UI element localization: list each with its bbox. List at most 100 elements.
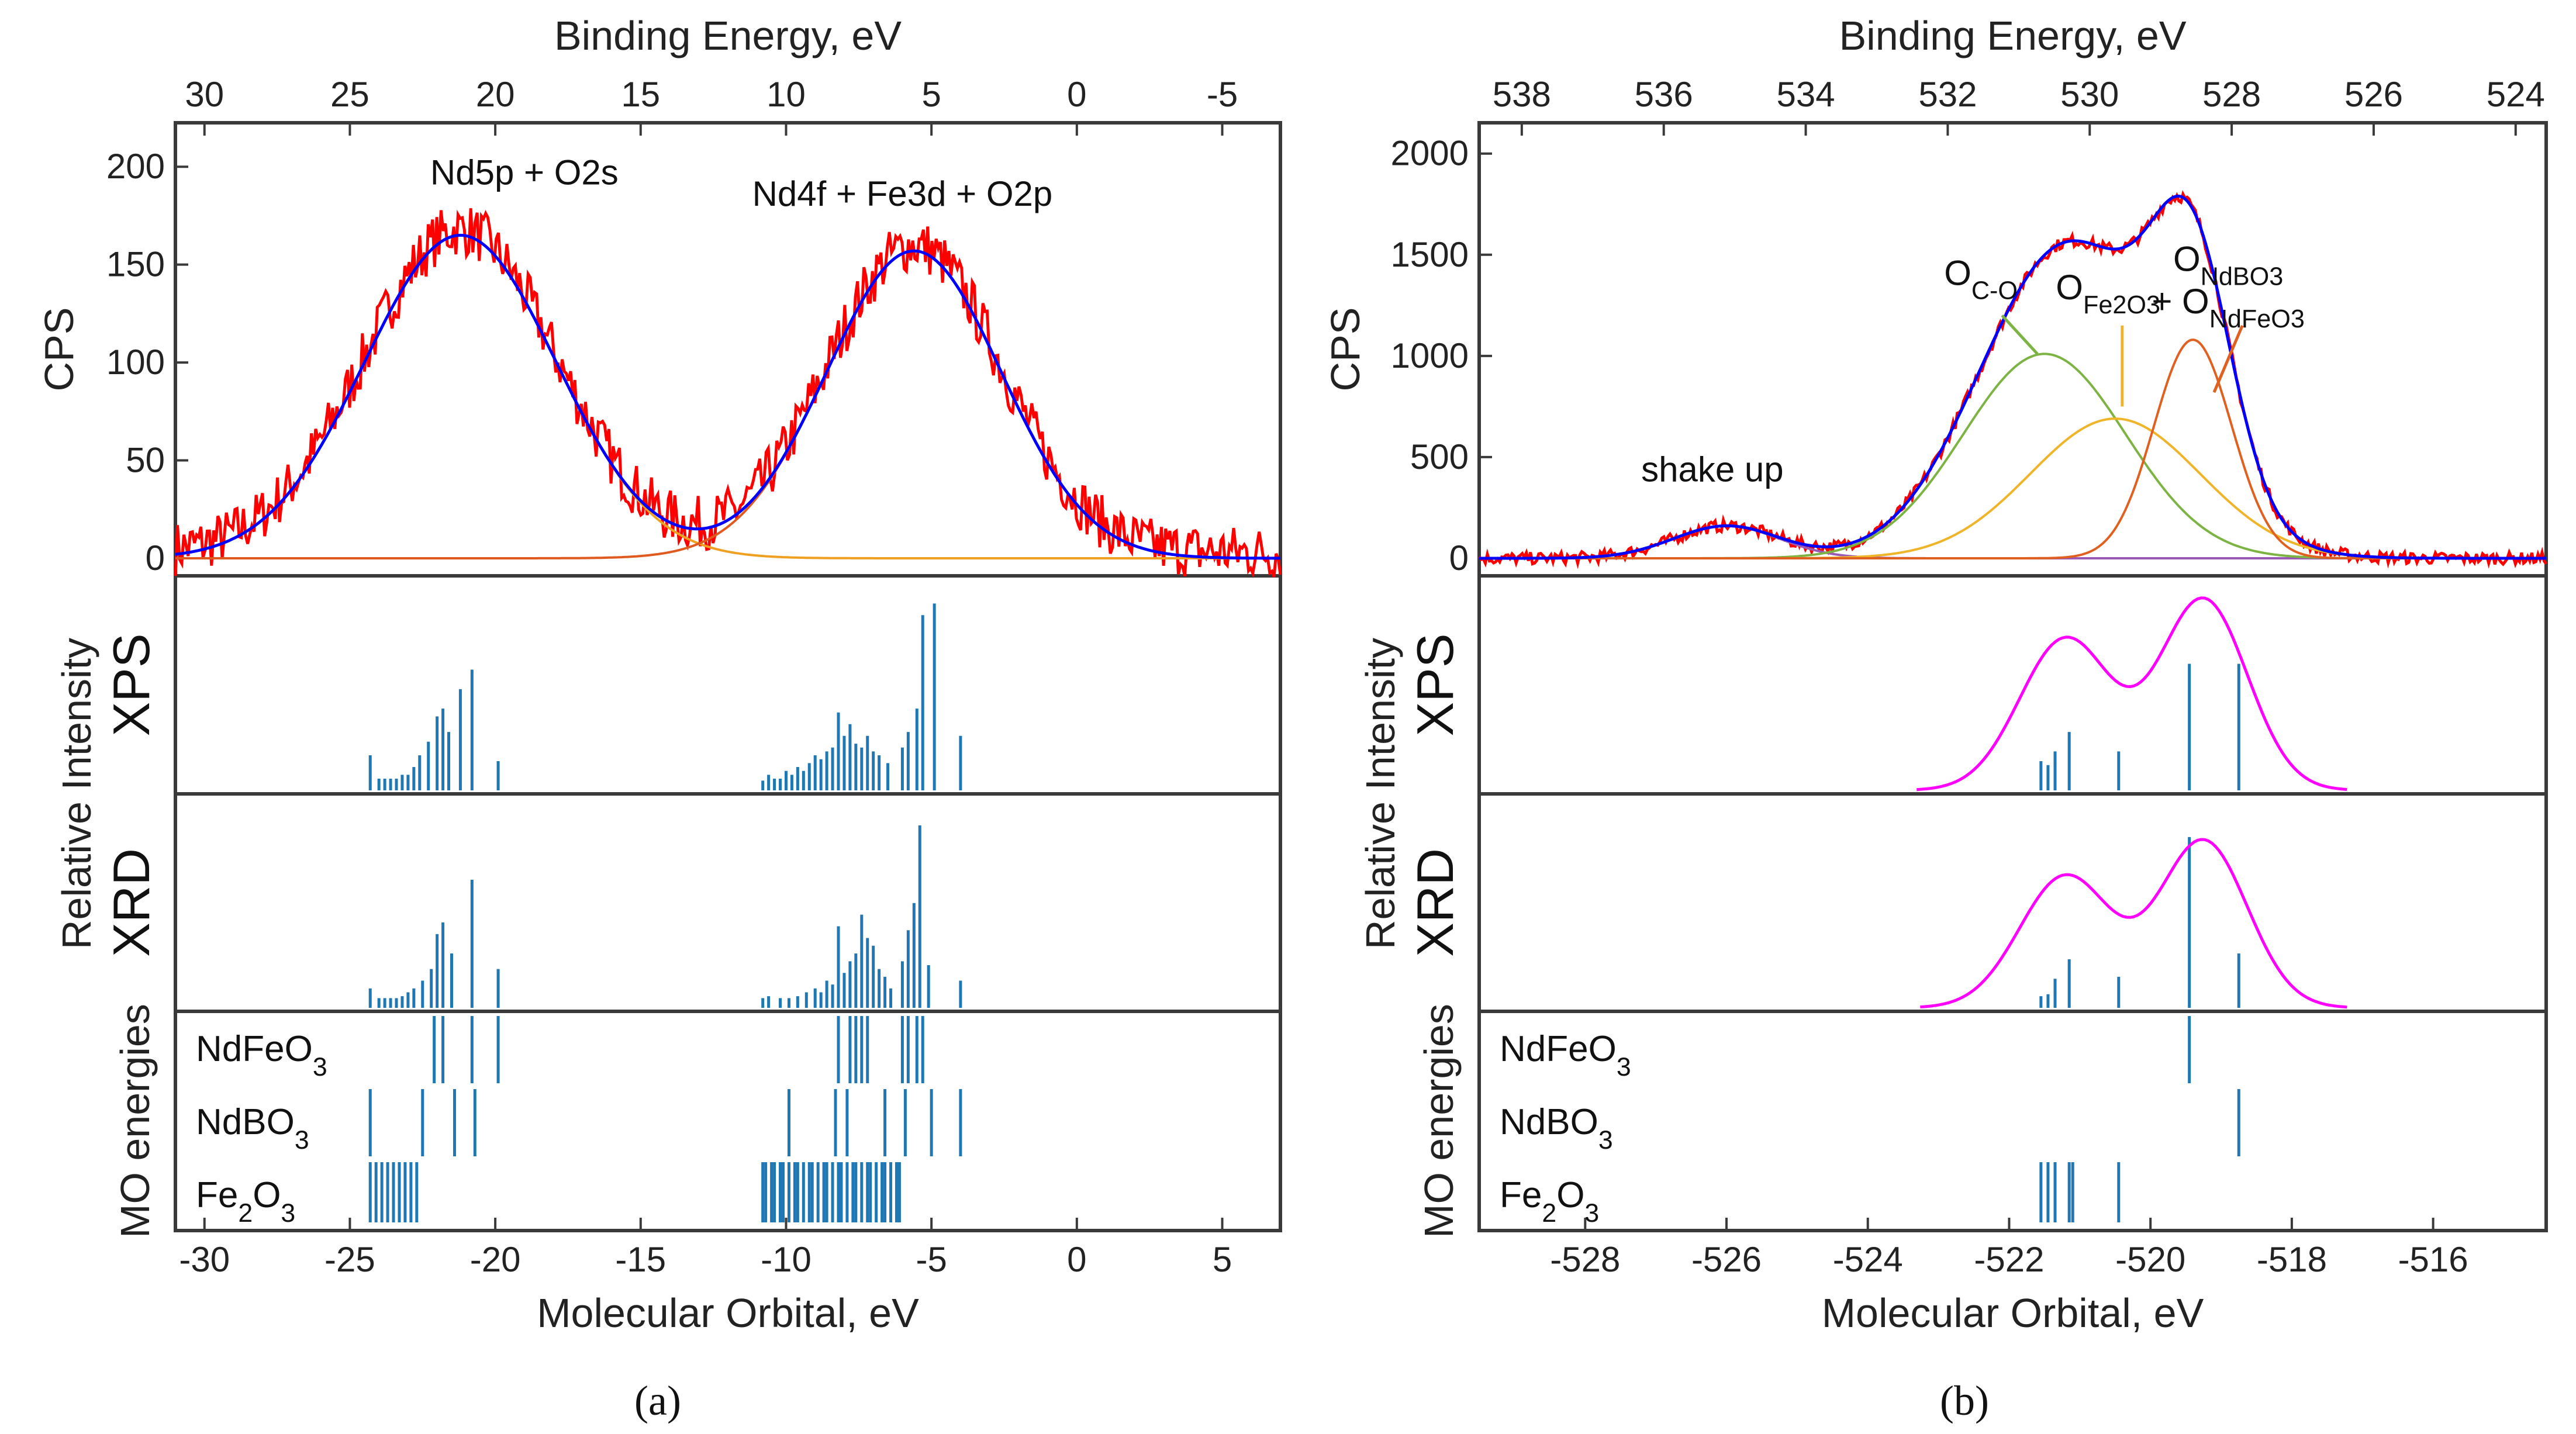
y-axis-title-cps: CPS	[1322, 307, 1368, 392]
mo-label-ndfeo3-main: NdFeO	[196, 1029, 313, 1069]
subfigure-label-b: (b)	[1940, 1377, 1989, 1424]
annotation-3-main: O	[2173, 239, 2201, 278]
simulated-envelope	[1920, 838, 2347, 1009]
mo-label-fe2o3: Fe2O3	[1500, 1175, 1599, 1228]
bottom-axis: -528 -526 -524 -522 -520 -518 -516 Molecular Or…	[1550, 1218, 2468, 1336]
bottom-tick-label: -516	[2398, 1240, 2468, 1279]
bottom-tick-label: -25	[324, 1240, 375, 1279]
mo-label-fe2o3-main: Fe	[196, 1175, 238, 1215]
mo-label-ndfeo3-sub: 3	[313, 1053, 327, 1081]
bottom-tick-label: -524	[1833, 1240, 1903, 1279]
mo-label-fe2o3-sub: 2	[238, 1199, 253, 1228]
bottom-axis-title: Molecular Orbital, eV	[537, 1290, 919, 1336]
mo-label-fe2o3-sub2: 3	[1584, 1199, 1599, 1228]
annotation-2-main: O	[2056, 268, 2083, 307]
top-tick-label: 5	[921, 75, 941, 114]
top-tick-label: 528	[2202, 75, 2261, 114]
panel-b: 538 536 534 532 530 528 526 524 Binding Energy, …	[1322, 13, 2548, 1336]
mo-label-ndfeo3: NdFeO3	[1500, 1029, 1631, 1081]
mo-label-ndbo3-sub: 3	[1598, 1126, 1613, 1155]
panel-label-xrd: XRD	[102, 848, 160, 957]
top-tick-label: 20	[476, 75, 515, 114]
bottom-tick-label: -30	[179, 1240, 230, 1279]
top-tick-label: 534	[1776, 75, 1835, 114]
y-tick-label: 0	[1449, 538, 1469, 578]
top-tick-label: 25	[330, 75, 370, 114]
y-tick-label: 500	[1410, 437, 1469, 476]
mo-label-fe2o3-main2: O	[253, 1175, 281, 1215]
bottom-tick-label: -5	[916, 1240, 947, 1279]
mo-label-fe2o3-sub: 2	[1542, 1199, 1556, 1228]
top-tick-label: 0	[1067, 75, 1086, 114]
annotation-1-main: O	[1944, 254, 1971, 293]
mo-label-fe2o3-main2: O	[1556, 1175, 1584, 1215]
top-tick-label: 15	[621, 75, 660, 114]
bottom-tick-label: -528	[1550, 1240, 1620, 1279]
y-tick-label: 1500	[1391, 235, 1469, 274]
mo-label-ndfeo3-main: NdFeO	[1500, 1029, 1617, 1069]
top-tick-label: 536	[1635, 75, 1693, 114]
bottom-tick-label: -518	[2257, 1240, 2327, 1279]
panel-label-xps: XPS	[1406, 633, 1464, 736]
y-axis-title-mo-energies: MO energies	[1416, 1004, 1462, 1238]
plot-frame	[1477, 121, 2548, 1232]
annotation-0: Nd5p + O2s	[430, 153, 619, 192]
y-axis-title-relative-intensity: Relative Intensity	[54, 638, 99, 949]
y-tick-label: 0	[146, 538, 165, 578]
mo-label-fe2o3: Fe2O3	[196, 1175, 295, 1228]
y-tick-label: 200	[106, 147, 165, 186]
annotation-4: + ONdFeO3	[2152, 282, 2305, 333]
bottom-tick-label: -526	[1691, 1240, 1762, 1279]
annotation-1: OC-O	[1944, 254, 2018, 305]
component-o-fe2o3	[1479, 417, 2546, 559]
annotation-4-sub: NdFeO3	[2209, 305, 2305, 333]
fit-envelope	[175, 233, 1280, 560]
bottom-axis-title: Molecular Orbital, eV	[1822, 1290, 2204, 1336]
bottom-tick-label: -10	[761, 1240, 812, 1279]
simulated-xps: XPS	[1406, 596, 2347, 792]
experimental-trace	[174, 208, 1282, 579]
annotation-1: Nd4f + Fe3d + O2p	[752, 174, 1053, 213]
top-axis-title: Binding Energy, eV	[554, 13, 902, 58]
bottom-tick-label: 0	[1067, 1240, 1086, 1279]
y-axis-title-cps: CPS	[36, 307, 82, 392]
mo-label-fe2o3-main: Fe	[1500, 1175, 1542, 1215]
simulated-envelope	[1917, 596, 2347, 792]
mo-label-ndbo3: NdBO3	[196, 1102, 309, 1155]
simulated-xrd: XRD	[1406, 837, 2347, 1009]
annotation-1-sub: C-O	[1971, 277, 2018, 305]
bottom-tick-label: -15	[615, 1240, 666, 1279]
mo-label-ndfeo3-sub: 3	[1617, 1053, 1631, 1081]
bottom-tick-label: -522	[1974, 1240, 2044, 1279]
y-axis-title-mo-energies: MO energies	[112, 1004, 158, 1238]
y-axis-title-relative-intensity: Relative Intensity	[1358, 638, 1403, 949]
plot-frame	[174, 121, 1282, 1232]
simulated-xps: XPS	[102, 603, 962, 790]
annotation-2-sub: Fe2O3	[2083, 291, 2160, 319]
simulated-xrd: XRD	[102, 825, 962, 1008]
annotation-leader-line	[2212, 324, 2244, 393]
top-tick-label: 30	[185, 75, 224, 114]
y-tick-label: 100	[106, 343, 165, 382]
bottom-tick-label: 5	[1213, 1240, 1232, 1279]
y-tick-label: 150	[106, 245, 165, 284]
top-tick-label: 530	[2060, 75, 2119, 114]
annotation-leader-line	[2001, 314, 2039, 355]
top-tick-label: 10	[766, 75, 806, 114]
y-tick-label: 50	[126, 441, 165, 480]
subfigure-label-a: (a)	[634, 1377, 681, 1424]
annotation-2: OFe2O3	[2056, 268, 2160, 319]
annotation-3-sub: NdBO3	[2201, 262, 2284, 291]
annotation-4-main: + O	[2152, 282, 2209, 321]
component-component-1	[175, 234, 1280, 559]
top-axis: 538 536 534 532 530 528 526 524 Binding Energy, …	[1493, 13, 2545, 136]
annotation-3: ONdBO3	[2173, 239, 2283, 291]
top-tick-label: 524	[2487, 75, 2545, 114]
y-tick-label: 1000	[1391, 336, 1469, 375]
top-axis: 30 25 20 15 10 5 0 -5 Binding Energy, eV	[185, 13, 1238, 136]
experimental-trace	[1477, 190, 2548, 569]
mo-label-ndfeo3: NdFeO3	[196, 1029, 327, 1081]
